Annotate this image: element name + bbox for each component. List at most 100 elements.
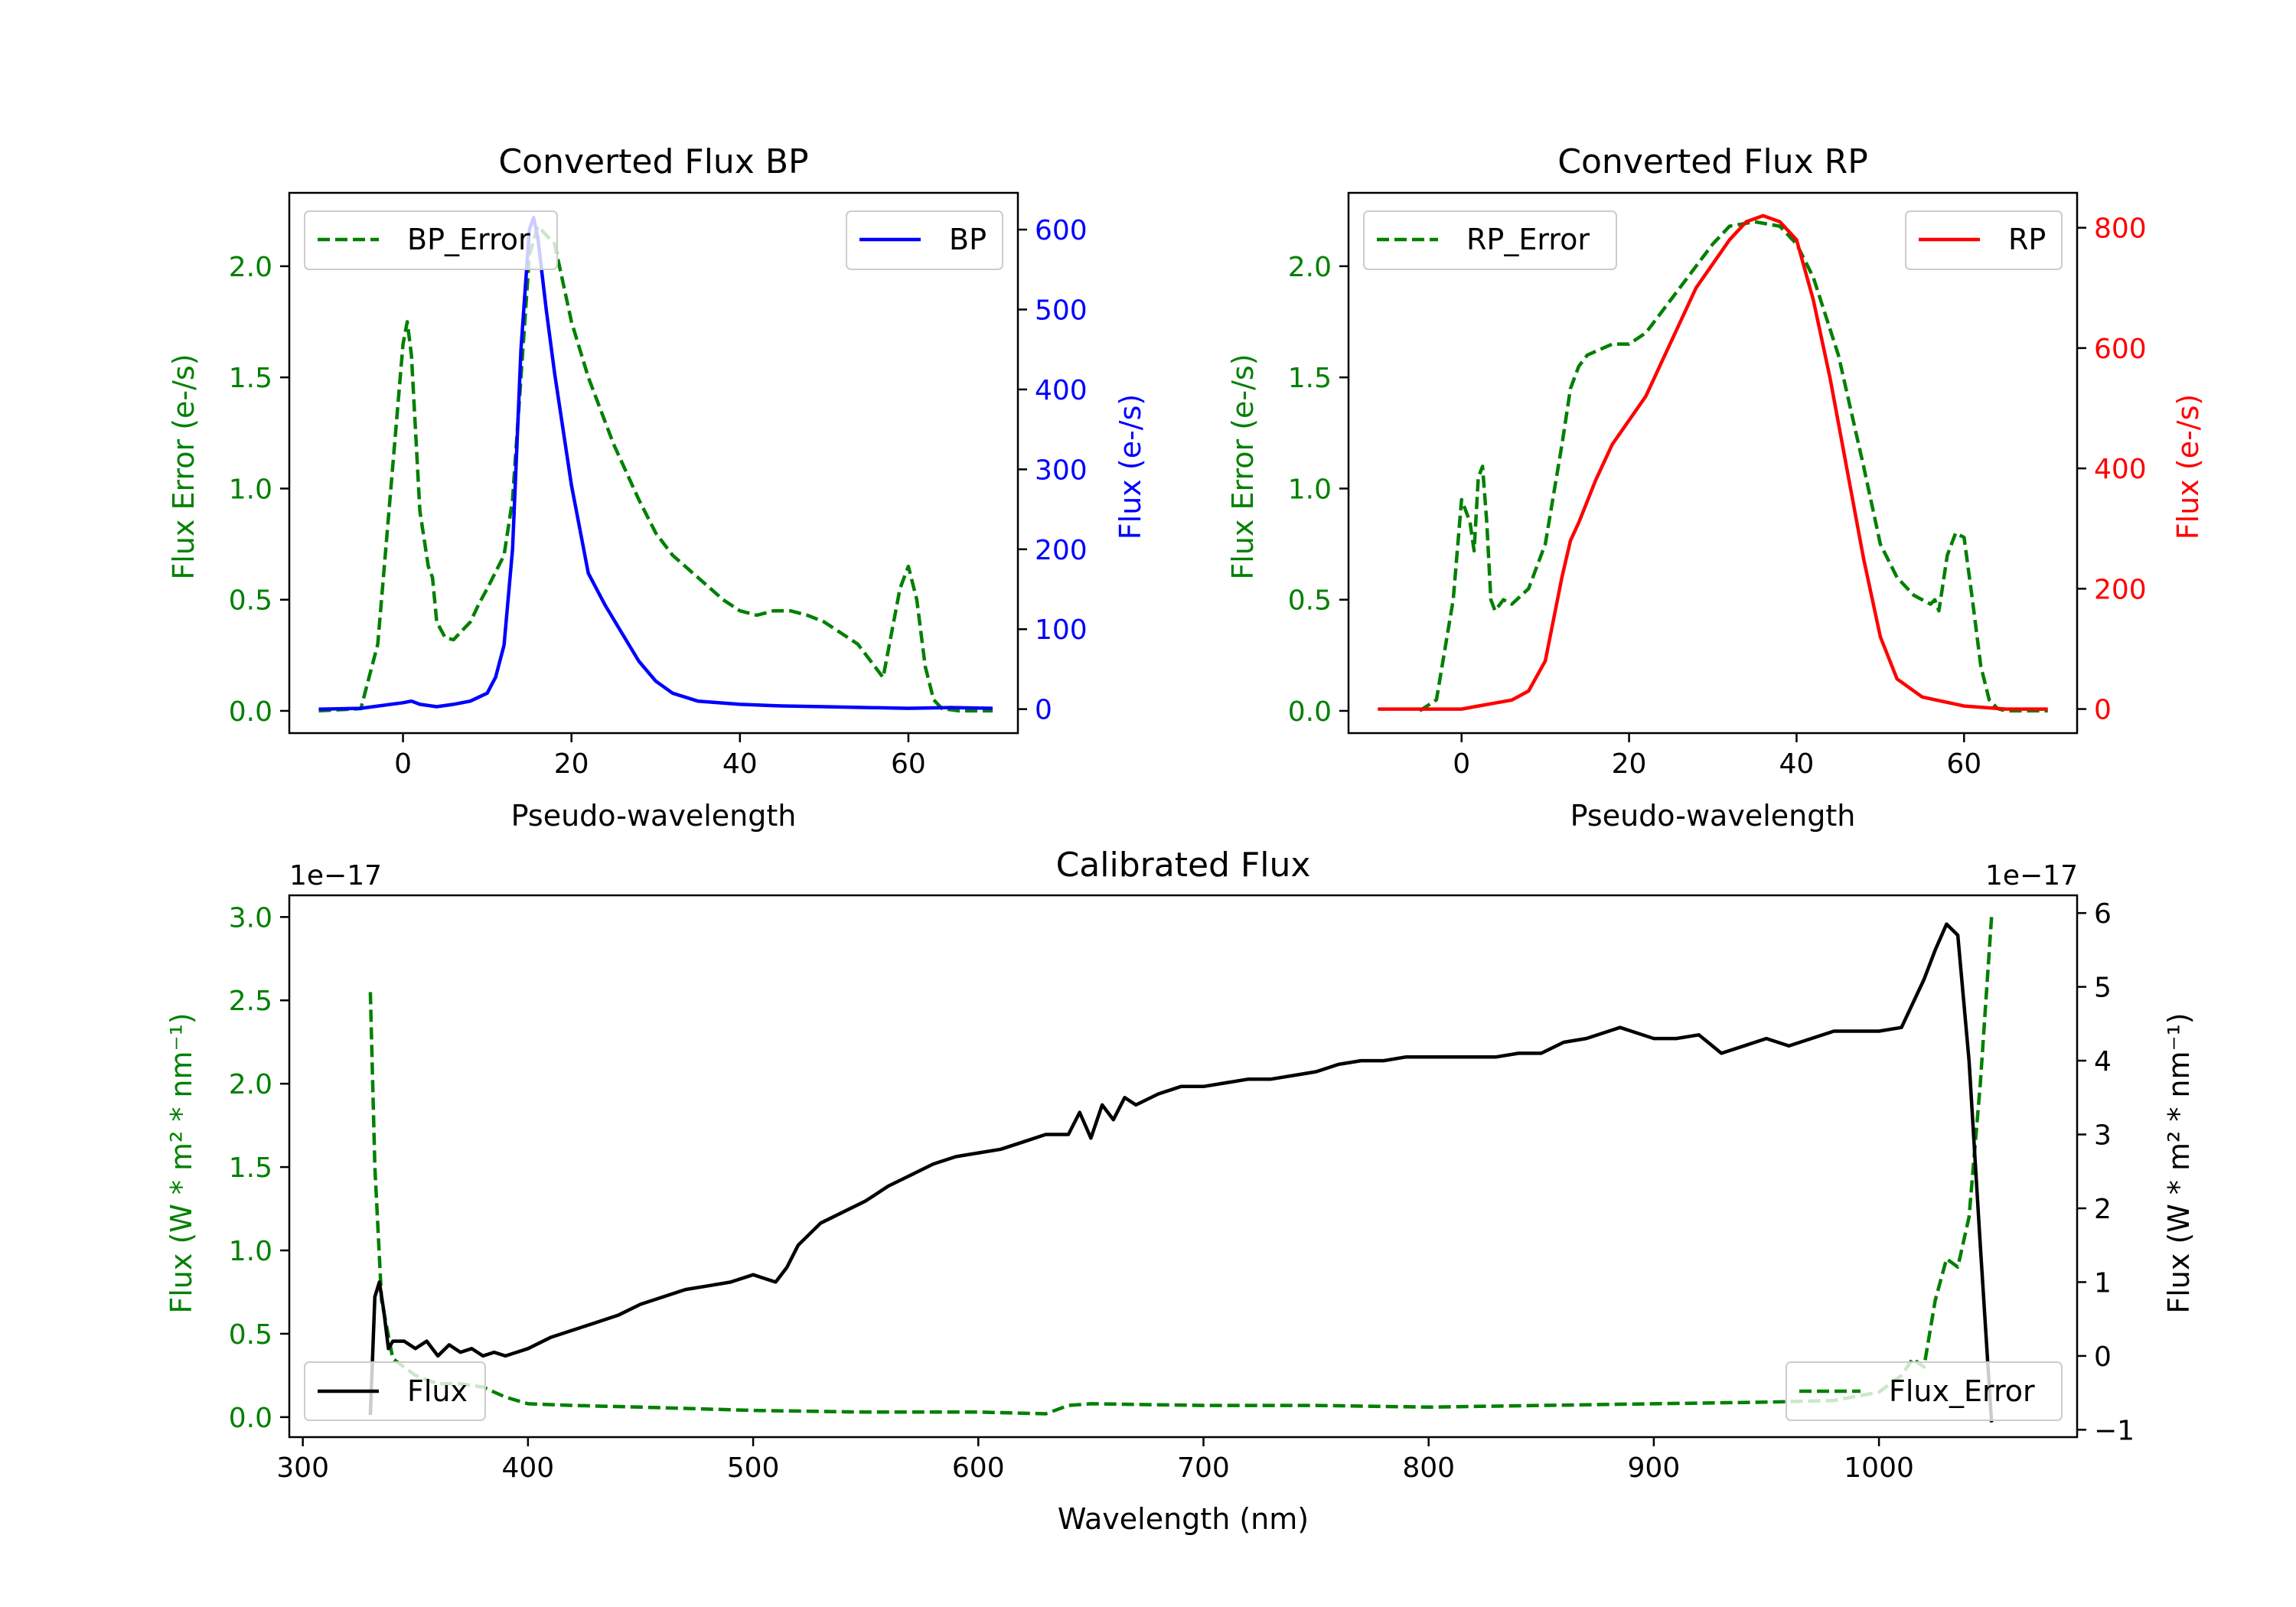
calibrated-left-tick-label: 0.5 — [229, 1319, 272, 1351]
calibrated-x-tick-label: 1000 — [1844, 1452, 1914, 1484]
calibrated-right-tick-label: 2 — [2094, 1194, 2112, 1225]
bp-right-tick-label: 300 — [1035, 455, 1088, 486]
panel-bp: Converted Flux BP 0 20 40 60 0.0 0.5 1.0 1.5 2.0… — [167, 142, 1147, 833]
bp-x-tick-label: 40 — [722, 748, 758, 780]
calibrated-right-tick-label: 1 — [2094, 1267, 2112, 1299]
legend-box — [304, 210, 558, 270]
bp-right-tick-label: 400 — [1035, 375, 1088, 406]
calibrated-left-tick-label: 0.0 — [229, 1403, 272, 1434]
rp-right-tick-label: 800 — [2094, 214, 2147, 245]
bp-x-tick-label: 60 — [891, 748, 926, 780]
bp-right-axis-label: Flux (e-/s) — [1114, 394, 1147, 539]
calibrated-left-tick-label: 2.0 — [229, 1069, 272, 1100]
bp-left-tick-label: 0.0 — [229, 696, 272, 728]
rp-flux-legend: RP — [1905, 210, 2063, 270]
legend-box — [1786, 1361, 2063, 1421]
rp-left-axis-label: Flux Error (e-/s) — [1226, 354, 1260, 579]
rp-axes-frame — [1347, 191, 2079, 735]
rp-series-rp-error — [1418, 220, 2048, 713]
legend-label-bp: BP — [949, 223, 987, 256]
calibrated-series-flux — [368, 922, 1994, 1423]
calibrated-right-tick-label: −1 — [2094, 1415, 2135, 1446]
legend-box — [304, 1361, 486, 1421]
calibrated-series-flux-error — [368, 917, 1994, 1416]
calibrated-left-tick-label: 3.0 — [229, 902, 272, 934]
rp-x-tick-label: 20 — [1612, 748, 1647, 780]
calibrated-right-offset-text: 1e−17 — [1985, 860, 2078, 892]
calibrated-title: Calibrated Flux — [1056, 846, 1311, 885]
bp-series-bp — [318, 216, 993, 711]
bp-right-tick-label: 200 — [1035, 535, 1088, 566]
calibrated-left-offset-text: 1e−17 — [289, 860, 382, 892]
bp-plot-area: 0 20 40 60 0.0 0.5 1.0 1.5 2.0 0 100 200 300 400 500 60… — [229, 191, 1088, 780]
bp-left-tick-label: 1.0 — [229, 474, 272, 505]
calibrated-left-tick-label: 1.5 — [229, 1152, 272, 1184]
rp-left-tick-label: 1.5 — [1288, 363, 1332, 394]
legend-label-flux: Flux — [407, 1374, 468, 1408]
calibrated-x-tick-label: 900 — [1628, 1452, 1681, 1484]
rp-plot-area: 0 20 40 60 0.0 0.5 1.0 1.5 2.0 0 200 400 600 800 — [1288, 191, 2147, 780]
bp-error-legend: BP_Error — [304, 210, 558, 270]
panel-calibrated: Calibrated Flux 300 400 500 600 700 800 900 100… — [165, 846, 2196, 1536]
calibrated-right-tick-label: 4 — [2094, 1046, 2112, 1077]
rp-x-tick-label: 60 — [1946, 748, 1981, 780]
rp-right-tick-label: 0 — [2094, 695, 2112, 726]
calibrated-x-tick-label: 500 — [727, 1452, 780, 1484]
bp-right-tick-label: 500 — [1035, 295, 1088, 326]
legend-box — [1905, 210, 2063, 270]
calibrated-right-tick-label: 6 — [2094, 898, 2112, 930]
rp-left-tick-label: 0.0 — [1288, 696, 1332, 728]
calibrated-right-tick-label: 3 — [2094, 1120, 2112, 1152]
bp-left-tick-label: 1.5 — [229, 363, 272, 394]
rp-series-rp — [1378, 214, 2048, 711]
rp-right-tick-label: 600 — [2094, 334, 2147, 365]
rp-right-tick-label: 200 — [2094, 574, 2147, 605]
calibrated-x-tick-label: 600 — [952, 1452, 1005, 1484]
legend-box — [846, 210, 1003, 270]
calibrated-x-tick-label: 300 — [276, 1452, 329, 1484]
bp-right-tick-label: 0 — [1035, 695, 1052, 726]
calibrated-x-axis-label: Wavelength (nm) — [1058, 1502, 1309, 1536]
rp-right-axis-label: Flux (e-/s) — [2171, 394, 2205, 539]
calibrated-right-tick-label: 0 — [2094, 1341, 2112, 1373]
bp-x-tick-label: 20 — [554, 748, 589, 780]
panel-rp: Converted Flux RP 0 20 40 60 0.0 0.5 1.0 1.5 2.0… — [1226, 142, 2205, 833]
rp-left-tick-label: 0.5 — [1288, 585, 1332, 617]
rp-error-legend: RP_Error — [1363, 210, 1617, 270]
calibrated-x-tick-label: 400 — [501, 1452, 554, 1484]
rp-right-tick-label: 400 — [2094, 454, 2147, 485]
bp-left-axis-label: Flux Error (e-/s) — [167, 354, 201, 579]
bp-left-tick-label: 2.0 — [229, 252, 272, 283]
calibrated-x-tick-label: 700 — [1177, 1452, 1230, 1484]
legend-label-bp-error: BP_Error — [407, 223, 530, 256]
calibrated-flux-legend: Flux — [304, 1361, 486, 1421]
bp-flux-legend: BP — [846, 210, 1003, 270]
rp-left-tick-label: 2.0 — [1288, 252, 1332, 283]
calibrated-right-tick-label: 5 — [2094, 973, 2112, 1004]
calibrated-right-axis-label: Flux (W * m² * nm⁻¹) — [2162, 1012, 2196, 1313]
legend-box — [1363, 210, 1617, 270]
bp-series-bp-error — [318, 224, 993, 713]
legend-label-rp: RP — [2008, 223, 2046, 256]
calibrated-left-tick-label: 2.5 — [229, 986, 272, 1017]
legend-label-flux-error: Flux_Error — [1889, 1374, 2035, 1408]
calibrated-plot-area: 300 400 500 600 700 800 900 1000 0.0 0.5 1.0 1.5 2.0… — [229, 894, 2135, 1484]
bp-x-tick-label: 0 — [394, 748, 412, 780]
rp-x-tick-label: 0 — [1453, 748, 1470, 780]
bp-right-tick-label: 100 — [1035, 614, 1088, 646]
calibrated-left-tick-label: 1.0 — [229, 1236, 272, 1267]
bp-left-tick-label: 0.5 — [229, 585, 272, 617]
bp-x-axis-label: Pseudo-wavelength — [511, 799, 797, 833]
rp-title: Converted Flux RP — [1557, 142, 1868, 181]
calibrated-left-axis-label: Flux (W * m² * nm⁻¹) — [165, 1012, 198, 1313]
bp-right-tick-label: 600 — [1035, 215, 1088, 246]
legend-label-rp-error: RP_Error — [1466, 223, 1590, 256]
calibrated-error-legend: Flux_Error — [1786, 1361, 2063, 1421]
calibrated-x-tick-label: 800 — [1402, 1452, 1455, 1484]
rp-x-tick-label: 40 — [1779, 748, 1815, 780]
rp-left-tick-label: 1.0 — [1288, 474, 1332, 505]
bp-axes-frame — [288, 191, 1019, 735]
bp-title: Converted Flux BP — [498, 142, 808, 181]
rp-x-axis-label: Pseudo-wavelength — [1570, 799, 1856, 833]
